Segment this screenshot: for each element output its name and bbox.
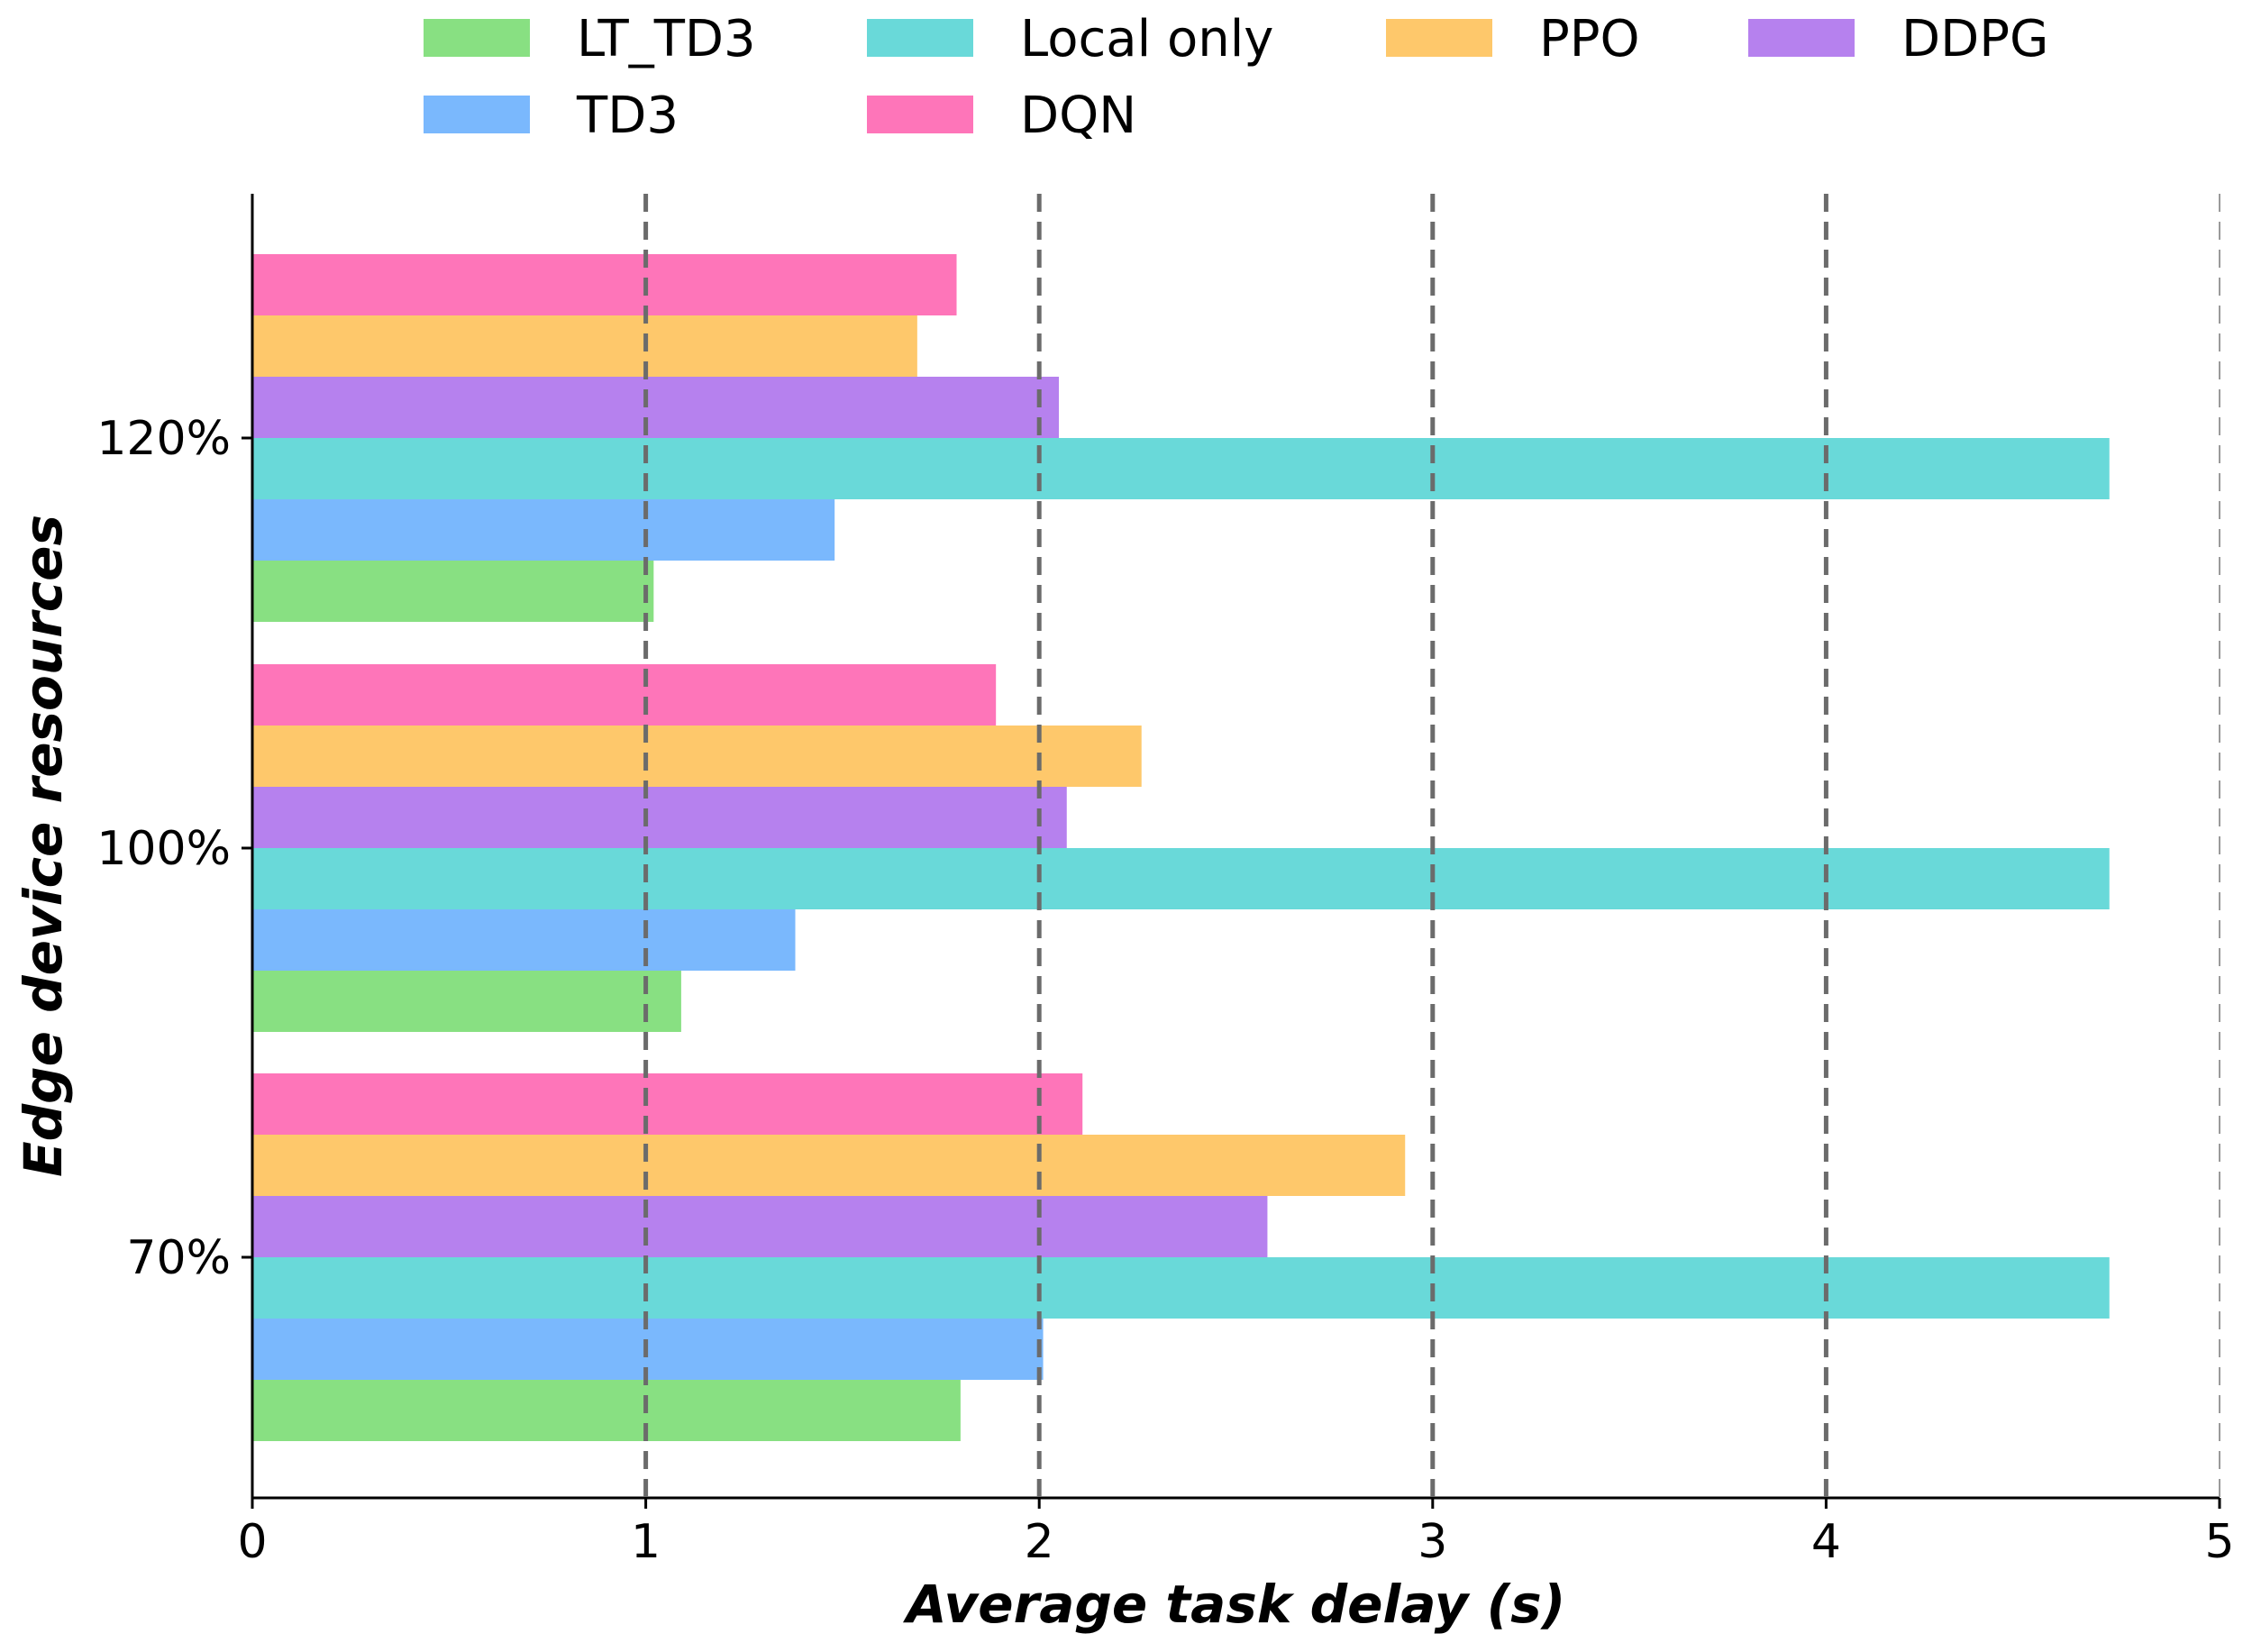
y-tick-label-120pct: 120%: [96, 412, 231, 466]
bar-td3-100pct: [252, 909, 796, 971]
bar-ddpg-70pct: [252, 1196, 1268, 1257]
x-tick-label-3: 3: [1418, 1515, 1447, 1569]
legend-swatch-ddpg: [1748, 19, 1855, 57]
bar-ddpg-120pct: [252, 377, 1060, 438]
bars: [252, 254, 2110, 1441]
bar-local-only-70pct: [252, 1257, 2110, 1319]
bar-ppo-100pct: [252, 726, 1142, 787]
x-tick-label-1: 1: [631, 1515, 661, 1569]
bar-local-only-120pct: [252, 438, 2110, 499]
y-tick-label-70pct: 70%: [126, 1231, 231, 1285]
legend-label-lt-td3: LT_TD3: [577, 10, 756, 68]
legend-swatch-local-only: [867, 19, 973, 57]
bar-td3-120pct: [252, 499, 835, 561]
bar-lt-td3-100pct: [252, 971, 681, 1032]
bar-dqn-100pct: [252, 664, 997, 726]
bar-local-only-100pct: [252, 848, 2110, 909]
bar-ppo-70pct: [252, 1135, 1406, 1196]
bar-dqn-120pct: [252, 254, 957, 315]
x-tick-label-2: 2: [1025, 1515, 1054, 1569]
x-tick-label-0: 0: [237, 1515, 267, 1569]
x-tick-label-5: 5: [2204, 1515, 2234, 1569]
grid-lines: [643, 194, 2220, 1498]
legend-swatch-td3: [424, 96, 530, 133]
x-axis-title: Average task delay (s): [903, 1574, 1565, 1635]
legend-label-td3: TD3: [576, 87, 679, 145]
axes: 0 1 2 3 4 5 70% 100% 120%: [96, 194, 2235, 1569]
legend-swatch-ppo: [1386, 19, 1492, 57]
bar-lt-td3-120pct: [252, 561, 654, 622]
x-tick-label-4: 4: [1811, 1515, 1841, 1569]
legend-label-local-only: Local only: [1020, 10, 1273, 68]
y-axis-title: Edge device resources: [13, 515, 74, 1177]
legend-swatch-dqn: [867, 96, 973, 133]
legend-label-dqn: DQN: [1020, 87, 1136, 145]
bar-dqn-70pct: [252, 1073, 1083, 1135]
legend: LT_TD3 Local only PPO DDPG TD3 DQN: [424, 10, 2048, 145]
bar-lt-td3-70pct: [252, 1380, 961, 1441]
bar-ppo-120pct: [252, 315, 917, 377]
legend-label-ppo: PPO: [1539, 10, 1640, 68]
y-tick-label-100pct: 100%: [96, 822, 231, 876]
legend-label-ddpg: DDPG: [1901, 10, 2048, 68]
legend-swatch-lt-td3: [424, 19, 530, 57]
bar-ddpg-100pct: [252, 787, 1067, 848]
